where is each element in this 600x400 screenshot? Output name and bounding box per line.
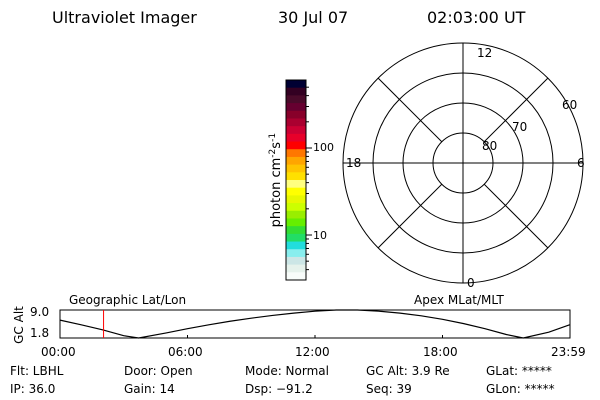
lat-label-60: 60 — [562, 98, 578, 112]
instrument-title: Ultraviolet Imager — [52, 8, 197, 27]
colorbar-band — [286, 241, 306, 250]
meridian-line — [483, 77, 549, 143]
colorbar-band — [286, 126, 306, 135]
lat-label-80: 80 — [482, 139, 498, 153]
colorbar-frame — [285, 79, 307, 281]
colorbar-tick-10: 10 — [313, 229, 327, 242]
info-glon: GLon: ***** — [486, 382, 555, 396]
colorbar-band — [286, 233, 306, 243]
timeline-ylabel: GC Alt — [12, 306, 26, 344]
info-gain: Gain: 14 — [124, 382, 175, 396]
gc-alt-line — [59, 309, 570, 339]
colorbar-band — [286, 180, 306, 189]
colorbar-band — [286, 272, 306, 281]
info-door: Door: Open — [124, 364, 193, 378]
xtick-0000: 00:00 — [41, 345, 76, 359]
colorbar-band — [286, 110, 306, 119]
date-label: 30 Jul 07 — [278, 8, 349, 27]
colorbar-tick-100: 100 — [313, 141, 334, 154]
colorbar-band — [286, 203, 306, 212]
xtick-2359: 23:59 — [551, 345, 586, 359]
info-mode: Mode: Normal — [245, 364, 329, 378]
colorbar-band — [286, 164, 306, 173]
colorbar-label-unit: photon cm — [269, 157, 285, 228]
colorbar-label-sup1: -2 — [267, 148, 278, 158]
xtick-1200: 12:00 — [295, 345, 330, 359]
colorbar-band — [286, 218, 306, 227]
colorbar-band — [286, 103, 306, 112]
mlt-label-0: 0 — [467, 276, 475, 290]
mlt-label-18: 18 — [346, 156, 362, 170]
colorbar-band — [286, 249, 306, 258]
colorbar-band — [286, 195, 306, 204]
ytick-9: 9.0 — [30, 305, 50, 319]
colorbar-band — [286, 149, 306, 158]
xtick-0600: 06:00 — [168, 345, 203, 359]
meridian-line — [377, 183, 443, 249]
colorbar-band — [286, 156, 306, 166]
colorbar-band — [286, 187, 306, 196]
colorbar-band — [286, 80, 306, 89]
colorbar-band — [286, 87, 306, 96]
apex-title: Apex MLat/MLT — [414, 293, 504, 307]
colorbar-band — [286, 256, 306, 266]
meridian-line — [483, 183, 549, 249]
lat-label-70: 70 — [512, 120, 528, 134]
info-seq: Seq: 39 — [366, 382, 412, 396]
colorbar-label-sup2: -1 — [267, 132, 278, 142]
info-filter: Flt: LBHL — [10, 364, 64, 378]
colorbar-band — [286, 141, 306, 150]
info-ip: IP: 36.0 — [10, 382, 56, 396]
colorbar-label-s: s — [269, 141, 285, 149]
plot-frame — [59, 309, 571, 339]
mlt-label-12: 12 — [477, 46, 493, 60]
colorbar-label: photon cm-2s-1 — [268, 115, 284, 245]
colorbar-band — [286, 133, 306, 143]
colorbar-band — [286, 210, 306, 219]
meridian-line — [377, 77, 443, 143]
colorbar-band — [286, 172, 306, 181]
mlt-label-6: 6 — [577, 156, 585, 170]
xtick-1800: 18:00 — [423, 345, 458, 359]
colorbar-band — [286, 226, 306, 235]
time-label: 02:03:00 UT — [427, 8, 526, 27]
ytick-1.8: 1.8 — [30, 326, 50, 340]
info-gc-alt: GC Alt: 3.9 Re — [366, 364, 450, 378]
info-glat: GLat: ***** — [486, 364, 552, 378]
colorbar-band — [286, 264, 306, 273]
colorbar-band — [286, 95, 306, 104]
geographic-title: Geographic Lat/Lon — [69, 293, 187, 307]
info-dsp: Dsp: −91.2 — [245, 382, 313, 396]
colorbar-band — [286, 118, 306, 127]
